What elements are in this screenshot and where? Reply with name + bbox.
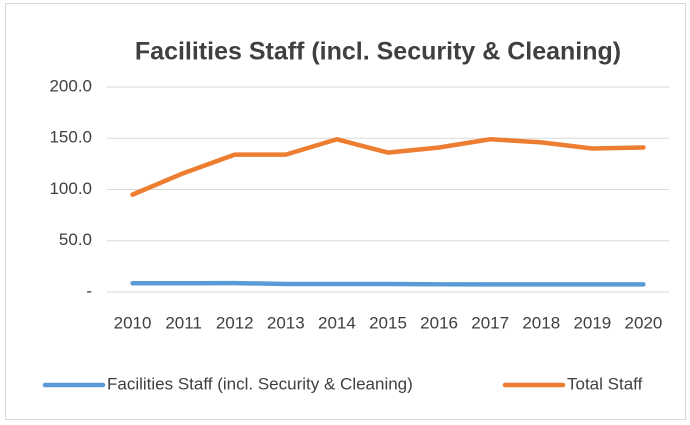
series-line	[130, 280, 646, 287]
y-tick-label: 100.0	[49, 179, 92, 198]
x-tick-label: 2019	[573, 313, 611, 332]
x-tick-label: 2020	[625, 313, 663, 332]
chart-title: Facilities Staff (incl. Security & Clean…	[135, 38, 621, 66]
x-tick-label: 2018	[522, 313, 560, 332]
x-tick-label: 2011	[165, 313, 202, 332]
series-line	[130, 137, 646, 197]
x-tick-label: 2012	[216, 313, 254, 332]
y-tick-label: 50.0	[59, 230, 92, 249]
y-tick-label: 150.0	[49, 128, 92, 147]
x-tick-label: 2010	[114, 313, 152, 332]
chart-frame	[5, 3, 686, 420]
x-tick-label: 2017	[471, 313, 509, 332]
x-tick-label: 2016	[420, 313, 458, 332]
x-tick-label: 2014	[318, 313, 356, 332]
x-tick-label: 2013	[267, 313, 305, 332]
legend-label: Total Staff	[567, 374, 643, 393]
legend-label: Facilities Staff (incl. Security & Clean…	[107, 374, 413, 393]
x-tick-label: 2015	[369, 313, 407, 332]
y-tick-label: 200.0	[49, 76, 92, 95]
y-tick-label: -	[86, 281, 92, 300]
